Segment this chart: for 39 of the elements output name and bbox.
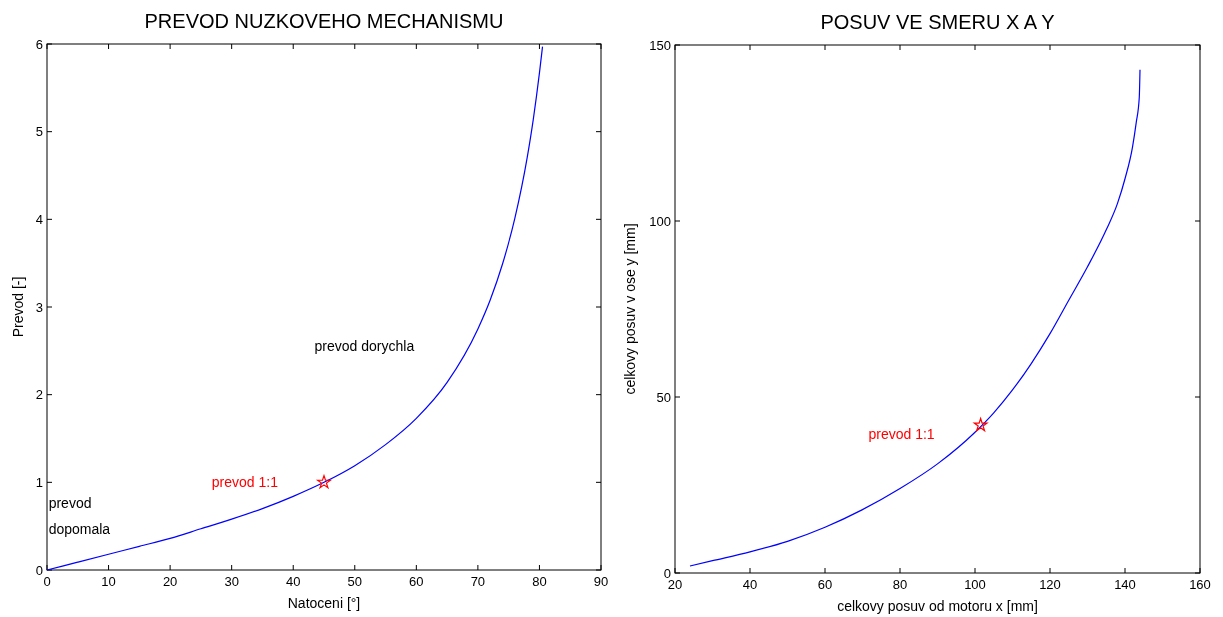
annotation: prevod 1:1 xyxy=(211,474,279,491)
annotation: prevod dorychla xyxy=(314,337,415,354)
x-tick-label: 90 xyxy=(593,574,609,589)
y-tick-label: 2 xyxy=(35,387,43,403)
y-axis-title: Prevod [-] xyxy=(10,276,26,338)
x-tick-label: 140 xyxy=(1114,577,1136,592)
y-tick-label: 1 xyxy=(35,474,43,490)
line-series xyxy=(46,46,544,571)
x-tick-label: 60 xyxy=(409,574,424,589)
x-tick-label: 100 xyxy=(964,577,986,592)
y-tick-label: 6 xyxy=(35,36,43,52)
x-axis-title: Natoceni [°] xyxy=(287,595,361,611)
x-tick-label: 70 xyxy=(470,574,486,589)
annotation: prevod 1:1 xyxy=(868,426,935,443)
x-tick-label: 80 xyxy=(892,577,908,592)
y-axis-title: celkovy posuv v ose y [mm] xyxy=(622,223,638,395)
y-tick-label: 3 xyxy=(35,299,43,315)
annotation: prevod dopomala xyxy=(48,495,111,538)
x-tick-label: 30 xyxy=(224,574,239,589)
y-tick-label: 0 xyxy=(35,562,43,578)
y-tick-label: 150 xyxy=(649,37,671,53)
x-tick-label: 160 xyxy=(1189,577,1211,592)
x-tick-label: 60 xyxy=(817,577,833,592)
x-axis-title: celkovy posuv od motoru x [mm] xyxy=(837,598,1038,614)
chart-title: POSUV VE SMERU X A Y xyxy=(820,11,1055,33)
y-tick-label: 5 xyxy=(35,124,43,140)
x-tick-label: 10 xyxy=(101,574,116,589)
x-tick-label: 50 xyxy=(347,574,363,589)
x-tick-label: 20 xyxy=(667,577,683,592)
y-tick-label: 4 xyxy=(35,211,43,227)
y-tick-label: 100 xyxy=(649,213,671,229)
x-tick-label: 40 xyxy=(285,574,301,589)
line-series xyxy=(689,69,1141,567)
x-tick-label: 80 xyxy=(532,574,547,589)
chart-title: PREVOD NUZKOVEHO MECHANISMU xyxy=(144,10,504,32)
x-tick-label: 40 xyxy=(742,577,758,592)
x-tick-label: 20 xyxy=(162,574,178,589)
y-tick-label: 50 xyxy=(656,389,671,405)
x-tick-label: 120 xyxy=(1039,577,1061,592)
